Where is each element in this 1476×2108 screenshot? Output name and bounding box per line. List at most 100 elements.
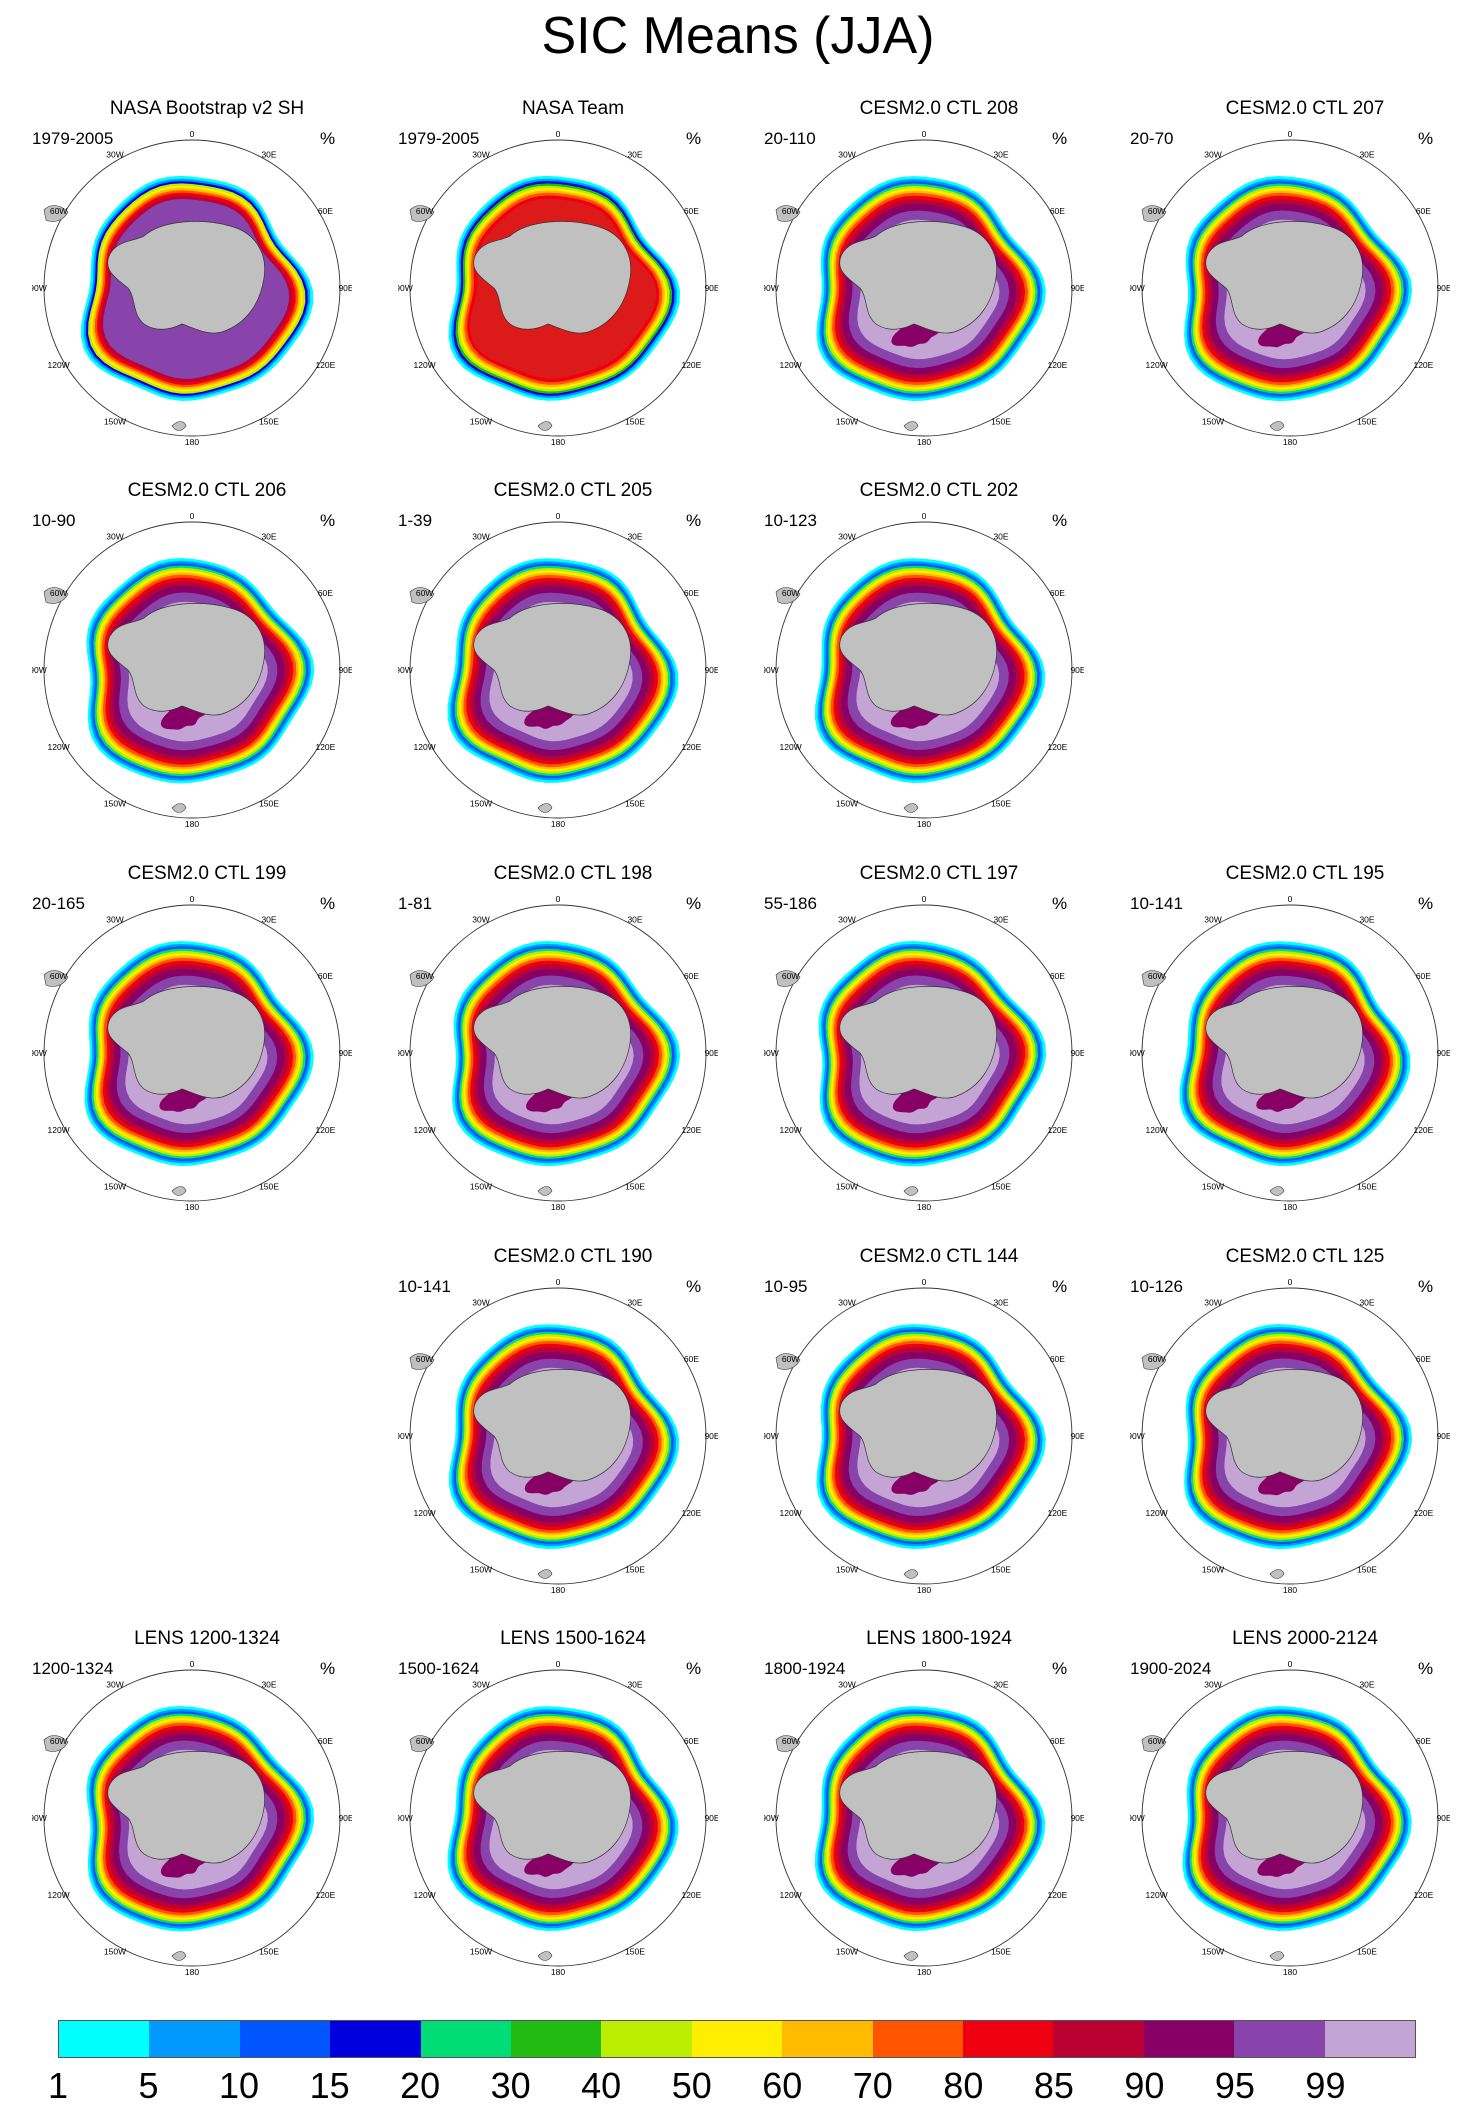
longitude-label: 90W [32,665,47,675]
longitude-label: 30E [1359,915,1374,925]
longitude-label: 90E [338,665,352,675]
longitude-label: 120E [1413,1508,1433,1518]
longitude-label: 180 [551,1585,565,1595]
longitude-label: 150E [991,416,1011,426]
polar-stereographic-map: 0 30E 60E 90E 120E 150E 180 150W 120W 90W 60W 30W [32,1659,352,1977]
longitude-label: 150W [104,1946,126,1956]
longitude-label: 150W [470,798,492,808]
longitude-label: 30E [261,915,276,925]
longitude-label: 120E [1413,360,1433,370]
longitude-label: 60W [1148,971,1165,981]
polar-stereographic-map: 0 30E 60E 90E 120E 150E 180 150W 120W 90W 60W 30W [764,511,1084,829]
panel-year-range: 10-95 [764,1277,808,1296]
panel-unit-label: % [1052,511,1068,530]
south-america-tip [43,587,69,604]
longitude-label: 30E [993,532,1008,542]
polar-stereographic-map: 0 30E 60E 90E 120E 150E 180 150W 120W 90W 60W 30W [398,129,718,447]
longitude-label: 30E [627,532,642,542]
longitude-label: 120E [315,742,335,752]
longitude-label: 180 [917,437,931,447]
new-zealand-island [171,1951,187,1961]
colorbar [58,2020,1416,2058]
colorbar-tick-label: 1 [47,2065,69,2106]
panel-title: CESM2.0 CTL 125 [1225,1246,1385,1267]
longitude-label: 120E [1047,1508,1067,1518]
longitude-label: 60E [684,588,699,598]
longitude-label: 120W [779,1890,801,1900]
polar-stereographic-map: 0 30E 60E 90E 120E 150E 180 150W 120W 90W 60W 30W [764,894,1084,1212]
colorbar-swatch [511,2021,602,2057]
new-zealand-island [537,1569,553,1579]
polar-stereographic-map: 0 30E 60E 90E 120E 150E 180 150W 120W 90W 60W 30W [764,1277,1084,1595]
map-panel: CESM2.0 CTL 198 1-81% 0 30E 60E 90E 120E 150E 18… [398,863,748,1243]
panel-year-range: 55-186 [764,894,817,913]
longitude-label: 120W [47,360,69,370]
longitude-label: 90E [1070,665,1084,675]
panel-title: LENS 1500-1624 [500,1628,646,1649]
longitude-label: 120W [779,1125,801,1135]
longitude-label: 90W [32,1813,47,1823]
longitude-label: 60W [782,1736,799,1746]
longitude-label: 30W [106,915,123,925]
colorbar-tick-label: 95 [1214,2065,1255,2106]
longitude-label: 120E [1413,1125,1433,1135]
longitude-label: 90E [1070,283,1084,293]
longitude-label: 120W [47,742,69,752]
panel-title: CESM2.0 CTL 195 [1225,863,1385,884]
longitude-label: 180 [185,437,199,447]
south-america-tip [409,205,435,222]
longitude-label: 90W [398,1048,413,1058]
panel-title: CESM2.0 CTL 202 [859,480,1019,501]
longitude-label: 0 [190,511,195,521]
longitude-label: 150W [836,1181,858,1191]
panel-title: CESM2.0 CTL 190 [493,1246,653,1267]
longitude-label: 90E [1070,1813,1084,1823]
new-zealand-island [1269,1569,1285,1579]
longitude-label: 150E [259,416,279,426]
longitude-label: 0 [922,1277,927,1287]
longitude-label: 120E [1047,1125,1067,1135]
longitude-label: 180 [1283,1967,1297,1977]
longitude-label: 120W [1145,360,1167,370]
panel-unit-label: % [1418,1659,1434,1678]
longitude-label: 180 [185,819,199,829]
polar-stereographic-map: 0 30E 60E 90E 120E 150E 180 150W 120W 90W 60W 30W [1130,1659,1450,1977]
longitude-label: 90W [398,1431,413,1441]
colorbar-tick-label: 10 [219,2065,260,2106]
longitude-label: 150E [991,798,1011,808]
map-panel: CESM2.0 CTL 205 1-39% 0 30E 60E 90E 120E 150E 18… [398,480,748,860]
longitude-label: 90W [398,283,413,293]
longitude-label: 120E [315,1125,335,1135]
longitude-label: 150E [625,798,645,808]
colorbar-swatch [1324,2021,1416,2057]
longitude-label: 90E [704,1048,718,1058]
new-zealand-island [903,1951,919,1961]
antarctica-landmass [839,1751,998,1864]
longitude-label: 120W [779,742,801,752]
colorbar-tick-label: 15 [309,2065,350,2106]
panel-year-range: 10-90 [32,511,76,530]
longitude-label: 180 [917,1202,931,1212]
longitude-label: 150W [470,1181,492,1191]
longitude-label: 90W [1130,1431,1145,1441]
antarctica-landmass [1205,1751,1364,1864]
longitude-label: 30E [1359,1298,1374,1308]
panel-title: NASA Bootstrap v2 SH [109,98,305,119]
colorbar-swatch [239,2021,331,2057]
panel-year-range: 1200-1324 [32,1659,114,1678]
new-zealand-island [171,1186,187,1196]
panel-unit-label: % [320,129,336,148]
map-panel: CESM2.0 CTL 144 10-95% 0 30E 60E 90E 120E 150E 1… [764,1246,1114,1626]
panel-year-range: 20-70 [1130,129,1174,148]
polar-stereographic-map: 0 30E 60E 90E 120E 150E 180 150W 120W 90W 60W 30W [32,511,352,829]
longitude-label: 90E [704,1431,718,1441]
longitude-label: 150E [991,1946,1011,1956]
longitude-label: 30E [261,1680,276,1690]
colorbar-swatch [1053,2021,1144,2057]
longitude-label: 0 [922,894,927,904]
longitude-label: 60W [782,1354,799,1364]
panel-unit-label: % [1418,1277,1434,1296]
panel-title: CESM2.0 CTL 199 [127,863,287,884]
longitude-label: 180 [551,819,565,829]
polar-stereographic-map: 0 30E 60E 90E 120E 150E 180 150W 120W 90W 60W 30W [398,894,718,1212]
